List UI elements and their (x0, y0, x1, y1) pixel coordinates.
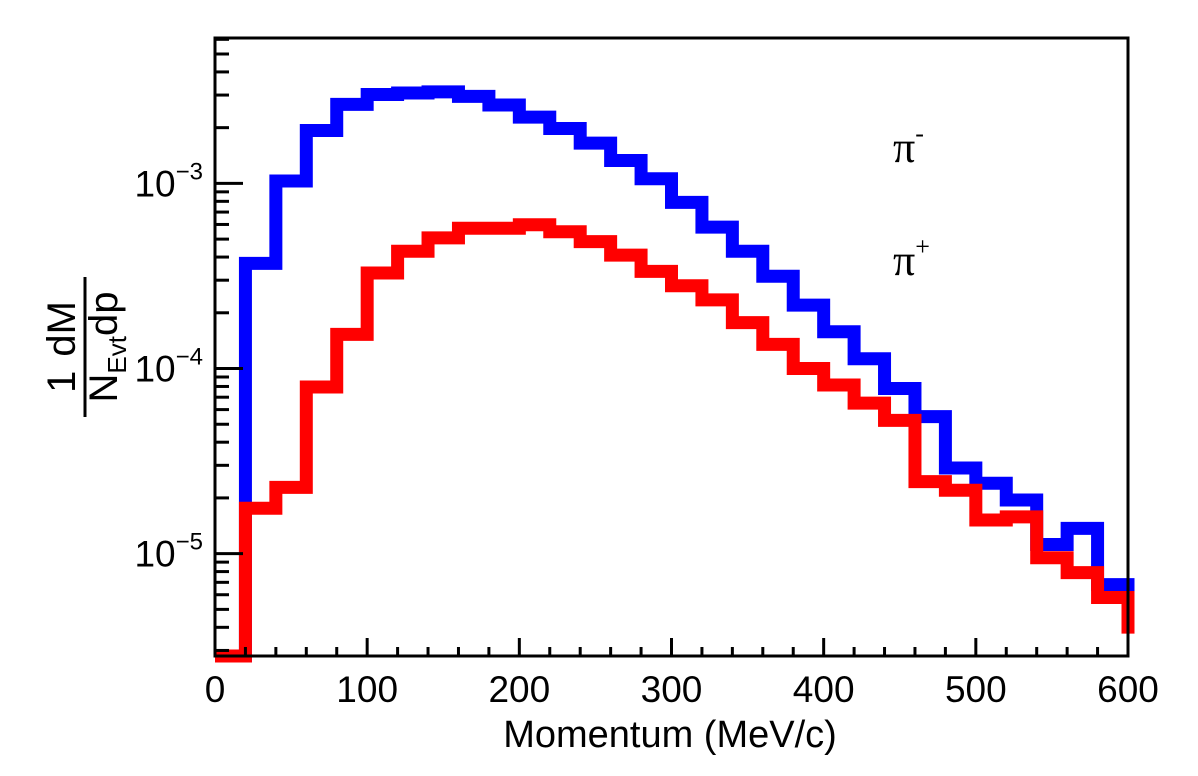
legend-label-pi-plus: π+ (893, 232, 930, 285)
x-tick-labels: 0 100 200 300 400 500 600 (205, 669, 1159, 710)
series-line-pi-minus (215, 85, 1135, 663)
y-axis-title: 1dM NEvtdp (40, 277, 132, 417)
x-tick-label: 200 (488, 669, 550, 710)
y-tick-label: 10−4 (134, 344, 203, 390)
x-tick-label: 500 (945, 669, 1007, 710)
plot-frame (213, 36, 1130, 658)
legend-label-pi-minus: π- (893, 119, 924, 172)
x-tick-label: 100 (336, 669, 398, 710)
series-line-pi-plus (215, 218, 1135, 663)
x-tick-label: 0 (205, 669, 226, 710)
y-tick-labels: 10−3 10−4 10−5 (134, 158, 203, 574)
ticks-layer (213, 37, 1130, 656)
y-title-denominator: NEvtdp (82, 292, 132, 403)
x-tick-label: 600 (1097, 669, 1159, 710)
x-axis-title: Momentum (MeV/c) (503, 714, 837, 756)
series-layer (215, 85, 1135, 663)
y-tick-label: 10−3 (134, 158, 203, 204)
y-title-numerator: 1dM (40, 301, 84, 393)
legend: π-π+ (893, 119, 930, 285)
y-tick-label: 10−5 (134, 529, 203, 575)
x-tick-label: 300 (641, 669, 703, 710)
x-tick-label: 400 (793, 669, 855, 710)
